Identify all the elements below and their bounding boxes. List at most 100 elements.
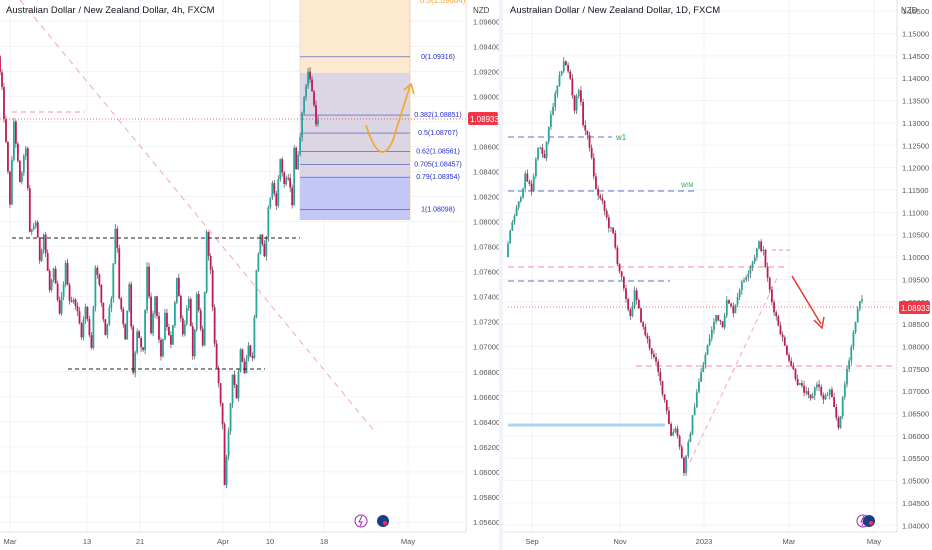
candle-down: [243, 361, 246, 374]
candle-up: [227, 431, 230, 457]
candle-down: [241, 349, 244, 362]
candle-down: [794, 369, 797, 379]
fib-level-label: 0.382(1.08851): [414, 112, 461, 119]
candle-down: [199, 310, 202, 329]
left-chart-title: Australian Dollar / New Zealand Dollar, …: [6, 5, 215, 16]
candle-up: [547, 127, 550, 142]
flag-icon[interactable]: [377, 515, 389, 527]
y-tick-label: 1.09600: [473, 17, 500, 26]
candle-down: [36, 222, 39, 238]
candle-up: [128, 284, 131, 311]
y-tick-label: 1.07200: [473, 318, 500, 327]
candle-up: [738, 290, 741, 298]
y-tick-label: 1.07000: [473, 343, 500, 352]
candle-up: [706, 345, 709, 355]
candle-up: [610, 227, 612, 229]
x-tick-label: 21: [136, 537, 144, 546]
y-tick-label: 1.13500: [902, 97, 929, 106]
candle-down: [96, 267, 99, 275]
candle-up: [826, 394, 829, 396]
fib-upper-zone: [300, 73, 410, 176]
candle-up: [183, 324, 186, 335]
y-tick-label: 1.15500: [902, 7, 929, 16]
left-currency-label: NZD: [473, 6, 490, 15]
left-chart-panel[interactable]: 0(1.09316) 0.382(1.08851) 0.5(1.08707) 0.62…: [0, 0, 500, 546]
candle-up: [24, 148, 27, 156]
candle-down: [28, 188, 31, 232]
candle-down: [311, 79, 313, 92]
y-tick-label: 1.09200: [473, 67, 500, 76]
candle-down: [120, 298, 123, 310]
candle-up: [253, 317, 256, 358]
candle-up: [247, 345, 250, 360]
fib-level-label: 0.705(1.08457): [414, 161, 461, 168]
candle-up: [743, 280, 745, 282]
right-grid: [503, 0, 897, 532]
candle-up: [734, 304, 737, 314]
candle-up: [112, 263, 115, 299]
candle-down: [100, 284, 103, 303]
candle-down: [644, 326, 647, 336]
candle-up: [861, 299, 863, 302]
candle-up: [846, 368, 848, 385]
candle-down: [770, 289, 773, 303]
candle-down: [831, 389, 833, 398]
candle-up: [515, 207, 518, 217]
candle-up: [195, 293, 198, 330]
candle-down: [148, 266, 150, 297]
panel-divider[interactable]: [499, 0, 503, 550]
lightning-icon[interactable]: [354, 514, 368, 528]
candle-down: [773, 302, 775, 313]
candle-up: [92, 306, 95, 348]
candle-down: [777, 316, 780, 326]
downtrend-line: [19, 0, 376, 433]
candle-down: [530, 183, 533, 192]
x-tick-label: May: [401, 537, 415, 546]
candle-down: [597, 188, 600, 196]
wm-label: W/M: [681, 183, 693, 189]
candle-down: [760, 241, 763, 252]
candle-up: [550, 114, 552, 128]
flag-icon[interactable]: [863, 515, 875, 527]
right-chart-panel[interactable]: w1 W/M Australian Dollar / New Zealand D…: [503, 0, 930, 546]
candle-down: [313, 91, 315, 106]
x-tick-label: Mar: [4, 537, 17, 546]
candle-up: [695, 392, 698, 408]
left-fib-zones: [299, 0, 411, 220]
candle-down: [620, 271, 623, 277]
candle-down: [26, 148, 29, 189]
candle-down: [543, 153, 546, 158]
candle-up: [106, 324, 109, 335]
candle-down: [189, 299, 192, 327]
candle-up: [758, 241, 760, 249]
candle-up: [537, 148, 539, 160]
candle-down: [582, 101, 584, 126]
candle-down: [614, 233, 617, 248]
candle-down: [177, 277, 180, 296]
y-tick-label: 1.04500: [902, 499, 929, 508]
y-tick-label: 1.05000: [902, 477, 929, 486]
candle-down: [590, 147, 593, 158]
candle-down: [807, 391, 810, 395]
candle-up: [747, 273, 750, 278]
candle-down: [219, 383, 222, 404]
candle-down: [124, 324, 127, 340]
candle-down: [580, 90, 582, 102]
candle-up: [285, 177, 288, 185]
candle-up: [303, 97, 305, 113]
candle-down: [104, 319, 107, 335]
candle-up: [816, 384, 818, 388]
right-level-lines: [508, 136, 895, 463]
candle-down: [223, 424, 226, 486]
candle-down: [9, 171, 11, 205]
candle-down: [122, 309, 125, 325]
y-tick-label: 1.08500: [902, 320, 929, 329]
candle-up: [575, 96, 578, 111]
candle-up: [509, 230, 512, 244]
candle-down: [197, 293, 200, 311]
candle-up: [689, 433, 692, 443]
candle-down: [732, 306, 735, 314]
y-tick-label: 1.11000: [902, 208, 929, 217]
candle-down: [142, 347, 144, 350]
y-tick-label: 1.13000: [902, 119, 929, 128]
